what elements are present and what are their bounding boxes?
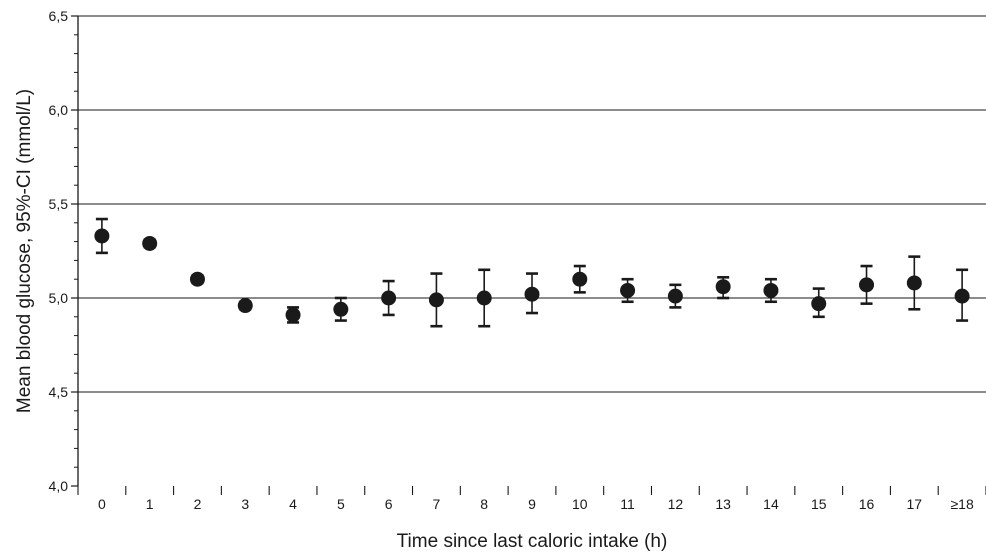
data-point [94,228,110,244]
x-tick-label: 8 [480,496,488,512]
x-axis-title: Time since last caloric intake (h) [397,531,668,552]
data-point [620,282,636,298]
gridlines [78,15,986,393]
x-tick-label: 13 [715,496,731,512]
x-tick-label: 11 [620,496,635,512]
x-tick-label: ≥18 [950,496,973,512]
data-point [763,282,779,298]
data-point [142,235,158,251]
x-tick-label: 5 [337,496,345,512]
x-tick-label: 15 [811,496,827,512]
data-point [906,275,922,291]
y-tick-label: 5,0 [49,290,69,306]
x-tick-label: 0 [98,496,106,512]
y-tick-label: 5,5 [49,196,69,212]
x-tick-label: 12 [668,496,684,512]
axes [71,15,986,495]
data-point [237,298,253,314]
x-tick-labels: 0 1 2 3 4 5 6 7 8 9 10 11 12 13 14 15 16 17 ≥18 [98,496,974,512]
x-tick-label: 16 [859,496,875,512]
data-point [428,292,444,308]
data-point [667,288,683,304]
data-point [381,290,397,306]
y-tick-labels: 4,0 4,5 5,0 5,5 6,0 6,5 [49,8,69,494]
data-point [285,307,301,323]
data-point [524,286,540,302]
data-points [94,228,970,323]
x-tick-label: 4 [289,496,297,512]
x-tick-label: 14 [763,496,779,512]
x-tick-label: 9 [528,496,536,512]
x-tick-label: 17 [907,496,923,512]
data-point [476,290,492,306]
data-point [715,279,731,295]
y-tick-label: 6,0 [49,102,69,118]
x-tick-label: 6 [385,496,393,512]
y-axis-title: Mean blood glucose, 95%-CI (mmol/L) [14,89,35,413]
y-tick-label: 6,5 [49,8,69,24]
y-tick-label: 4,0 [49,478,69,494]
data-point [189,271,205,287]
x-tick-label: 3 [241,496,249,512]
x-tick-label: 10 [572,496,588,512]
x-tick-label: 2 [194,496,202,512]
data-point [859,277,875,293]
data-point [572,271,588,287]
y-tick-label: 4,5 [49,384,69,400]
data-point [333,301,349,317]
data-point [954,288,970,304]
x-tick-label: 1 [146,496,154,512]
data-point [811,296,827,312]
error-bars [95,217,969,328]
x-tick-label: 7 [433,496,441,512]
